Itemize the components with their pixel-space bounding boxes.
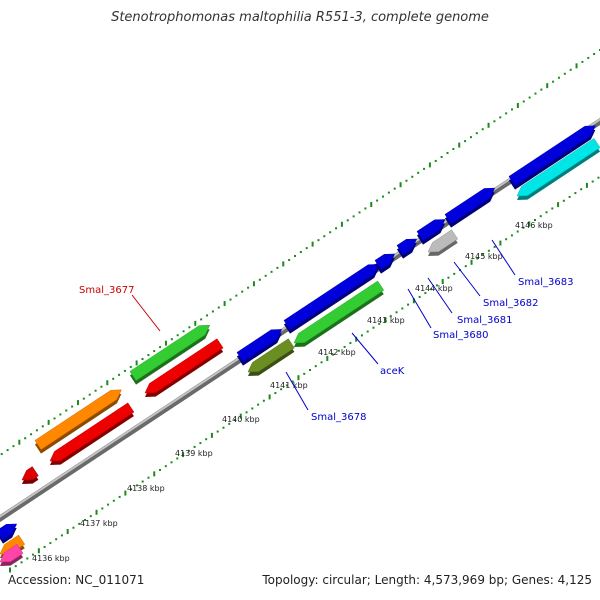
gene-feature[interactable]: [283, 264, 380, 334]
gene-feature-face: [427, 229, 459, 253]
tick-label: 4146 kbp: [515, 221, 553, 230]
gene-feature[interactable]: [444, 187, 496, 228]
gene-label-acek[interactable]: aceK: [380, 366, 405, 377]
callout-line: [491, 239, 516, 276]
genome-summary: Topology: circular; Length: 4,573,969 bp…: [262, 573, 592, 587]
tick-label: 4140 kbp: [222, 415, 260, 424]
gene-feature-face: [21, 466, 39, 481]
gene-features: [0, 125, 600, 566]
gene-feature-face: [444, 187, 496, 224]
gene-feature[interactable]: [236, 329, 283, 366]
gene-feature-face: [34, 389, 122, 450]
gene-feature-face: [293, 280, 385, 344]
tick-label: 4139 kbp: [175, 449, 213, 458]
gene-label-smal-3680[interactable]: Smal_3680: [433, 330, 488, 341]
gene-feature-face: [416, 219, 446, 241]
scale-tick-labels: 4136 kbp 4137 kbp 4138 kbp 4139 kbp 4140…: [32, 221, 553, 563]
outer-tick-ring: [0, 49, 600, 456]
tick-label: 4137 kbp: [80, 519, 118, 528]
tick-label: 4141 kbp: [270, 381, 308, 390]
tick-label: 4143 kbp: [367, 316, 405, 325]
accession-label: Accession: NC_011071: [8, 573, 145, 587]
gene-labels: Smal_3677 Smal_3678 aceK Smal_3680 Smal_…: [79, 277, 573, 423]
gene-label-smal-3682[interactable]: Smal_3682: [483, 298, 538, 309]
gene-label-smal-3681[interactable]: Smal_3681: [457, 315, 512, 326]
gene-label-smal-3683[interactable]: Smal_3683: [518, 277, 573, 288]
gene-feature[interactable]: [129, 324, 211, 385]
callout-line: [453, 261, 481, 297]
callout-line: [407, 288, 432, 329]
gene-feature[interactable]: [49, 402, 135, 465]
gene-feature[interactable]: [508, 125, 596, 190]
gene-feature[interactable]: [247, 338, 295, 376]
tick-label: 4138 kbp: [127, 484, 165, 493]
gene-feature-face: [374, 253, 396, 270]
gene-feature[interactable]: [396, 238, 418, 259]
gene-feature[interactable]: [427, 229, 459, 256]
gene-feature-face: [516, 138, 600, 197]
gene-feature-face: [129, 324, 211, 381]
callout-line: [285, 371, 309, 411]
gene-feature[interactable]: [34, 389, 122, 454]
tick-label: 4145 kbp: [465, 252, 503, 261]
gene-feature[interactable]: [21, 466, 39, 484]
gene-feature-face: [236, 329, 283, 362]
gene-feature-face: [144, 338, 224, 394]
gene-feature-face: [0, 523, 18, 540]
gene-feature[interactable]: [144, 338, 224, 397]
tick-label: 4144 kbp: [415, 284, 453, 293]
gene-feature[interactable]: [0, 523, 18, 544]
gene-feature-face: [508, 125, 596, 186]
callout-line: [131, 294, 161, 332]
inner-tick-ring: [9, 176, 600, 573]
gene-feature-face: [396, 238, 418, 255]
gene-feature[interactable]: [516, 138, 600, 200]
gene-feature[interactable]: [416, 219, 446, 245]
gene-label-smal-3677[interactable]: Smal_3677: [79, 285, 134, 296]
gene-feature[interactable]: [374, 253, 396, 274]
gene-feature-face: [0, 543, 24, 563]
gene-feature-face: [247, 338, 295, 373]
callout-line: [427, 277, 453, 314]
map-title: Stenotrophomonas maltophilia R551-3, com…: [111, 10, 489, 25]
gene-feature[interactable]: [0, 543, 24, 566]
gene-label-smal-3678[interactable]: Smal_3678: [311, 412, 366, 423]
callout-line: [351, 332, 379, 365]
gene-label-lines: [131, 239, 516, 411]
gene-feature[interactable]: [293, 280, 385, 347]
gene-feature-face: [49, 402, 135, 462]
tick-label: 4136 kbp: [32, 554, 70, 563]
gene-feature-face: [283, 264, 380, 330]
tick-label: 4142 kbp: [318, 348, 356, 357]
